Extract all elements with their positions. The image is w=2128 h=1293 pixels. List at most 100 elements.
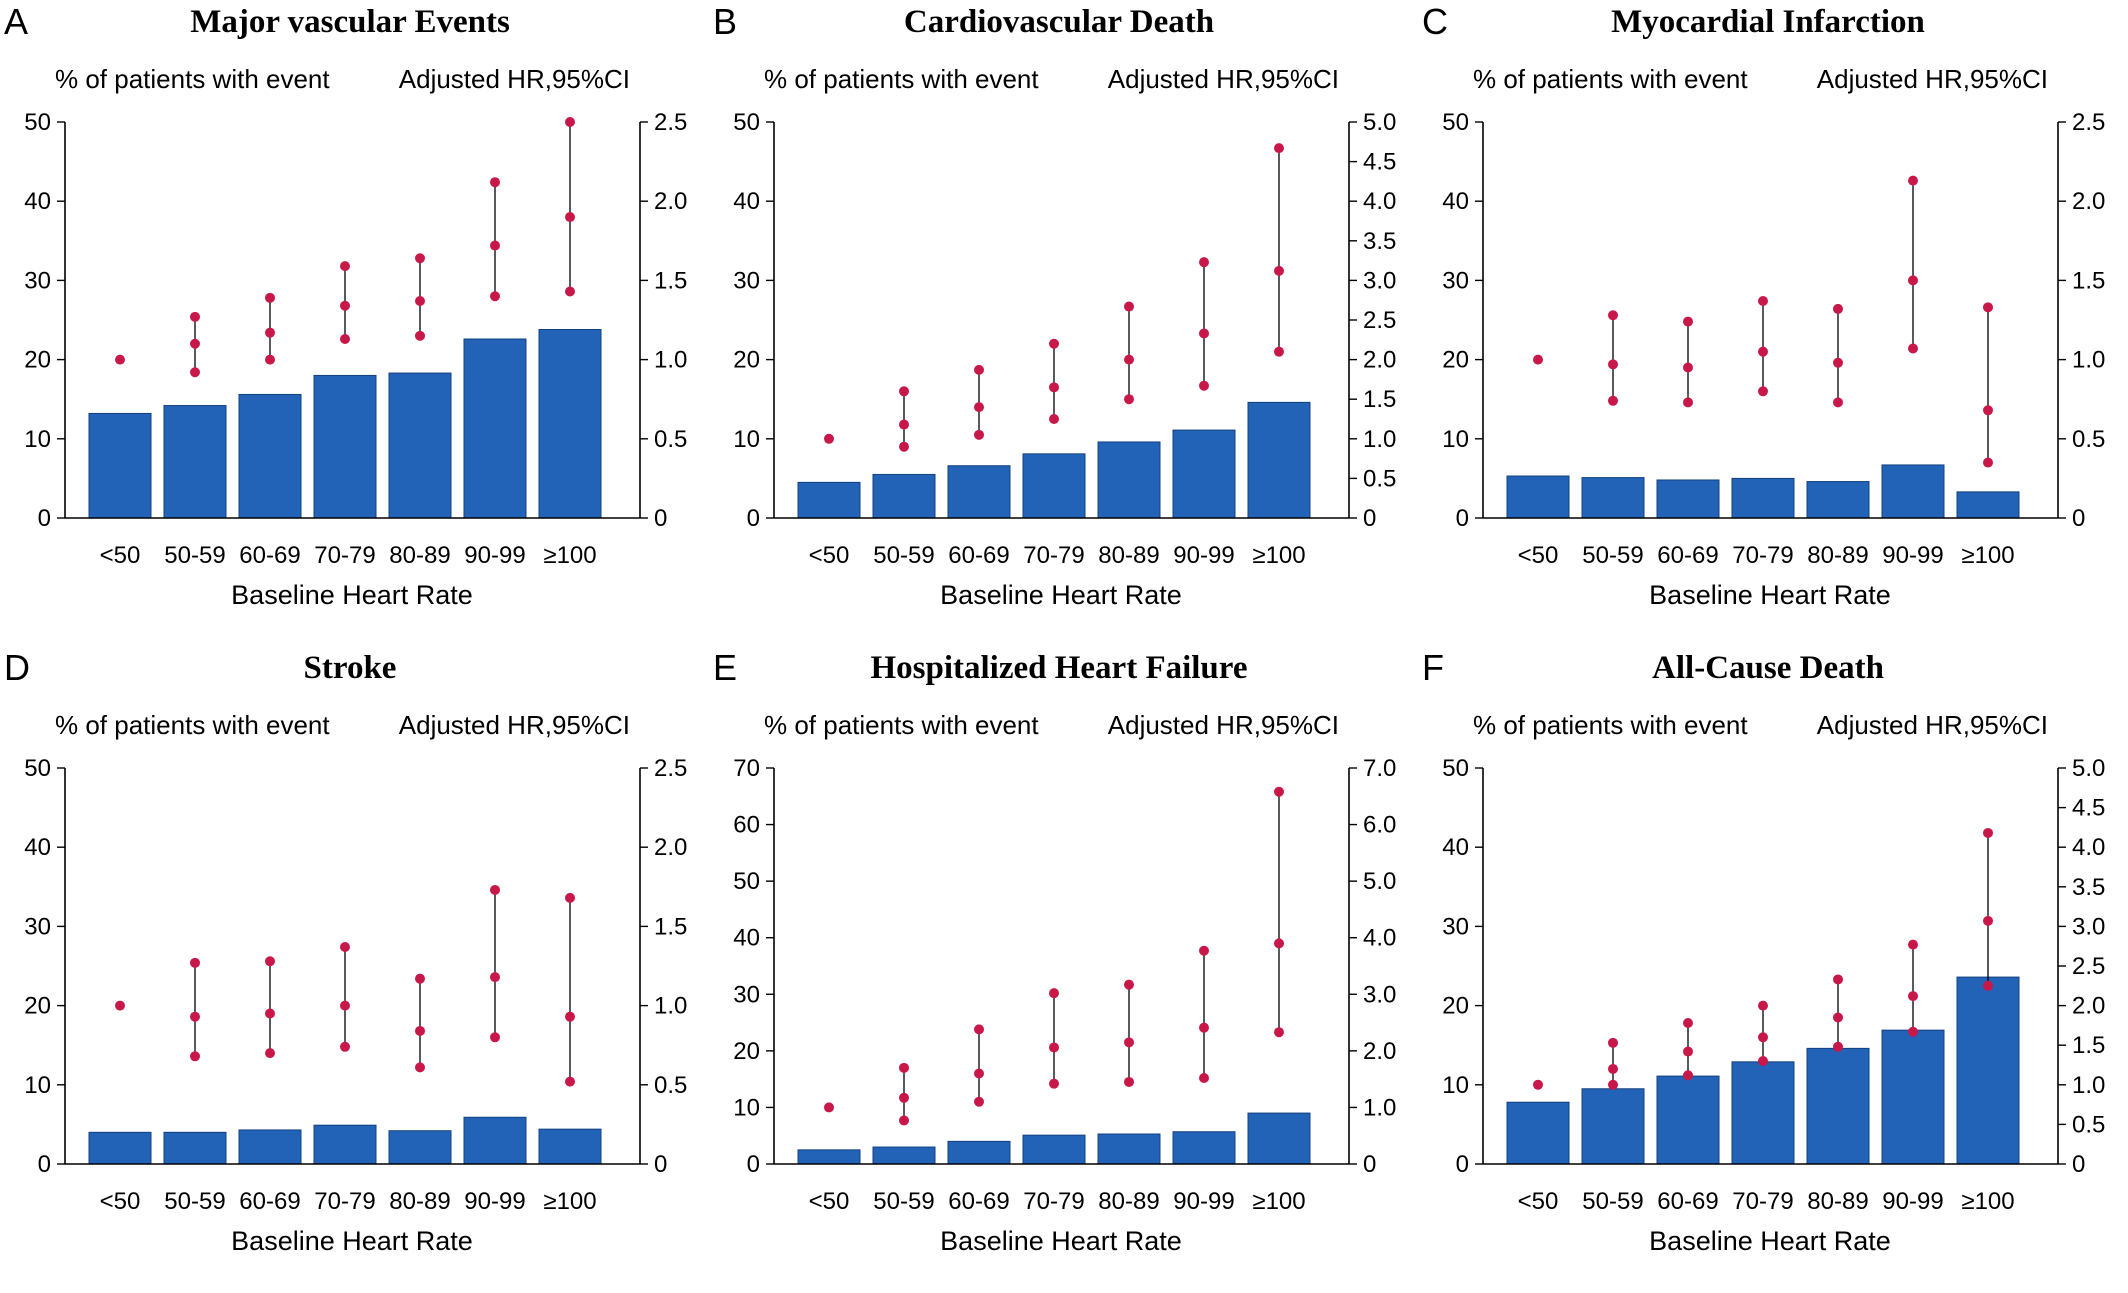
hr-point — [490, 240, 500, 251]
x-tick-label: 80-89 — [1807, 1188, 1868, 1215]
hr-point — [1908, 275, 1918, 286]
right-tick-label: 0 — [654, 1151, 667, 1178]
bar-50 — [88, 412, 152, 519]
chart-panel-f: F All-Cause Death % of patients with event… — [1418, 646, 2127, 1292]
x-tick-label: ≥100 — [543, 1188, 596, 1215]
x-tick-label: 50-59 — [873, 1188, 934, 1215]
left-tick-label: 10 — [733, 426, 760, 453]
right-tick-label: 1.5 — [2072, 1032, 2105, 1059]
ci-upper-point — [415, 253, 425, 264]
left-tick-label: 0 — [1456, 505, 1469, 532]
x-tick-label: 60-69 — [1657, 542, 1718, 569]
hr-point — [1758, 346, 1768, 357]
hr-point — [899, 419, 909, 430]
ci-lower-point — [340, 334, 350, 345]
bar-50 — [797, 1149, 861, 1165]
chart-title: Myocardial Infarction — [1611, 4, 1925, 40]
right-tick-label: 0 — [1363, 505, 1376, 532]
panel-letter: E — [713, 647, 737, 688]
ci-upper-point — [1833, 974, 1843, 985]
right-tick-label: 3.5 — [1363, 228, 1396, 255]
ci-upper-point — [265, 292, 275, 303]
panel-letter: D — [4, 647, 30, 688]
ci-upper-point — [1608, 310, 1618, 321]
bar-7079 — [1022, 1134, 1086, 1165]
right-tick-label: 0 — [1363, 1151, 1376, 1178]
x-tick-label: 60-69 — [948, 1188, 1009, 1215]
chart-svg: F All-Cause Death % of patients with event… — [1422, 647, 2105, 1256]
x-tick-label: 50-59 — [1582, 1188, 1643, 1215]
right-tick-label: 0 — [654, 505, 667, 532]
left-axis-caption: % of patients with event — [55, 710, 330, 740]
hr-point — [1683, 1046, 1693, 1057]
right-tick-label: 6.0 — [1363, 812, 1396, 839]
bar-6069 — [238, 1129, 302, 1165]
bar-7079 — [1022, 453, 1086, 519]
ci-lower-point — [1124, 394, 1134, 405]
ci-upper-point — [899, 386, 909, 397]
ci-lower-point — [1758, 386, 1768, 397]
right-axis-caption: Adjusted HR,95%CI — [1817, 710, 2048, 740]
x-tick-label: 90-99 — [1882, 542, 1943, 569]
left-tick-label: 40 — [24, 834, 51, 861]
bar-6069 — [947, 465, 1011, 519]
x-tick-label: <50 — [809, 1188, 850, 1215]
x-tick-label: <50 — [100, 542, 141, 569]
right-tick-label: 2.0 — [654, 188, 687, 215]
ci-lower-point — [1199, 1073, 1209, 1084]
right-tick-label: 1.0 — [654, 347, 687, 374]
right-tick-label: 2.0 — [2072, 993, 2105, 1020]
right-tick-label: 2.0 — [1363, 1038, 1396, 1065]
ci-upper-point — [1908, 939, 1918, 950]
ci-lower-point — [490, 291, 500, 302]
right-axis-caption: Adjusted HR,95%CI — [1817, 64, 2048, 94]
bar-8089 — [1097, 1133, 1161, 1165]
ci-upper-point — [190, 311, 200, 322]
bar-5059 — [872, 1146, 936, 1165]
x-tick-label: 80-89 — [1098, 542, 1159, 569]
right-tick-label: 2.0 — [2072, 188, 2105, 215]
bar-8089 — [388, 1130, 452, 1165]
chart-panel-b: B Cardiovascular Death % of patients with … — [709, 0, 1418, 646]
left-tick-label: 50 — [1442, 109, 1469, 136]
ci-lower-point — [1274, 1027, 1284, 1038]
right-tick-label: 1.0 — [2072, 1072, 2105, 1099]
bar-5059 — [872, 473, 936, 519]
right-tick-label: 2.5 — [2072, 953, 2105, 980]
bar-50 — [1506, 1101, 1570, 1165]
ci-lower-point — [265, 354, 275, 365]
x-tick-label: 90-99 — [1173, 542, 1234, 569]
hr-point — [1533, 1079, 1543, 1090]
right-axis-caption: Adjusted HR,95%CI — [399, 64, 630, 94]
ci-upper-point — [1683, 1018, 1693, 1029]
right-tick-label: 4.5 — [2072, 795, 2105, 822]
x-tick-label: 70-79 — [314, 1188, 375, 1215]
hr-point — [190, 1011, 200, 1022]
bar-9099 — [463, 338, 527, 519]
ci-lower-point — [1833, 1041, 1843, 1052]
right-tick-label: 1.5 — [1363, 386, 1396, 413]
bar-50 — [88, 1131, 152, 1165]
right-tick-label: 3.5 — [2072, 874, 2105, 901]
chart-svg: B Cardiovascular Death % of patients with … — [713, 1, 1396, 610]
right-tick-label: 0.5 — [2072, 1111, 2105, 1138]
hr-point — [1683, 362, 1693, 373]
hr-point — [190, 338, 200, 349]
right-tick-label: 0.5 — [654, 426, 687, 453]
bar-50 — [797, 481, 861, 519]
chart-panel-c: C Myocardial Infarction % of patients with… — [1418, 0, 2127, 646]
right-axis-caption: Adjusted HR,95%CI — [1108, 710, 1339, 740]
hr-point — [1608, 359, 1618, 370]
ci-lower-point — [1199, 380, 1209, 391]
right-axis-caption: Adjusted HR,95%CI — [399, 710, 630, 740]
ci-upper-point — [1124, 979, 1134, 990]
left-tick-label: 30 — [1442, 267, 1469, 294]
right-tick-label: 4.0 — [1363, 925, 1396, 952]
bar-9099 — [1881, 1029, 1945, 1165]
ci-upper-point — [1274, 143, 1284, 154]
ci-upper-point — [974, 1024, 984, 1035]
ci-upper-point — [899, 1062, 909, 1073]
left-tick-label: 20 — [24, 993, 51, 1020]
ci-lower-point — [565, 1076, 575, 1087]
chart-svg: A Major vascular Events % of patients with… — [4, 1, 687, 610]
